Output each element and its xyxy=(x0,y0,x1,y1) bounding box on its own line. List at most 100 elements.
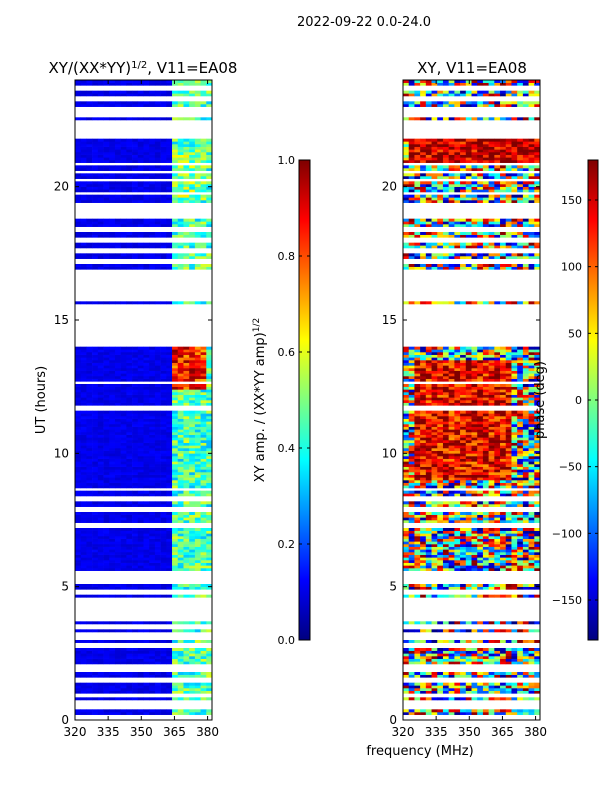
heatmap-cell xyxy=(534,512,541,515)
heatmap-cell xyxy=(505,461,512,465)
heatmap-cell xyxy=(403,658,410,662)
heatmap-cell xyxy=(137,533,144,537)
heatmap-cell xyxy=(172,674,179,678)
heatmap-cell xyxy=(183,421,190,425)
heatmap-cell xyxy=(528,672,535,675)
heatmap-cell xyxy=(465,560,472,563)
heatmap-cell xyxy=(126,512,133,515)
heatmap-cell xyxy=(75,560,82,563)
heatmap-cell xyxy=(109,416,116,419)
heatmap-cell xyxy=(80,186,87,190)
heatmap-cell xyxy=(471,674,478,678)
heatmap-cell xyxy=(200,584,207,587)
heatmap-cell xyxy=(425,456,432,459)
heatmap-cell xyxy=(194,346,201,350)
heatmap-cell xyxy=(160,530,167,534)
heatmap-cell xyxy=(137,264,144,267)
heatmap-cell xyxy=(534,434,541,438)
heatmap-cell xyxy=(109,586,116,590)
heatmap-cell xyxy=(189,448,196,451)
heatmap-cell xyxy=(534,541,541,545)
heatmap-cell xyxy=(75,656,82,659)
heatmap-cell xyxy=(160,146,167,150)
heatmap-cell xyxy=(137,370,144,374)
heatmap-cell xyxy=(126,392,133,395)
heatmap-cell xyxy=(177,264,184,267)
heatmap-cell xyxy=(177,354,184,358)
heatmap-cell xyxy=(137,424,144,427)
heatmap-cell xyxy=(166,218,173,222)
heatmap-cell xyxy=(517,466,524,470)
heatmap-cell xyxy=(143,189,150,193)
heatmap-cell xyxy=(189,688,196,691)
heatmap-cell xyxy=(189,373,196,377)
heatmap-cell xyxy=(92,440,99,443)
heatmap-cell xyxy=(189,384,196,387)
heatmap-cell xyxy=(194,688,201,691)
heatmap-cell xyxy=(494,688,501,691)
heatmap-cell xyxy=(460,549,467,553)
heatmap-cell xyxy=(183,232,190,235)
heatmap-cell xyxy=(114,138,121,142)
heatmap-cell xyxy=(488,549,495,553)
heatmap-cell xyxy=(454,517,461,521)
heatmap-cell xyxy=(126,448,133,451)
heatmap-cell xyxy=(143,674,150,678)
heatmap-cell xyxy=(143,554,150,558)
heatmap-cell xyxy=(200,621,207,625)
heatmap-cell xyxy=(154,394,161,398)
heatmap-cell xyxy=(482,456,489,459)
heatmap-cell xyxy=(103,266,110,270)
heatmap-cell xyxy=(109,181,116,185)
heatmap-cell xyxy=(92,368,99,371)
heatmap-cell xyxy=(109,160,116,163)
heatmap-cell xyxy=(488,514,495,518)
heatmap-cell xyxy=(442,464,449,467)
heatmap-cell xyxy=(97,346,104,350)
heatmap-cell xyxy=(160,392,167,395)
heatmap-cell xyxy=(460,538,467,542)
heatmap-cell xyxy=(431,512,438,515)
heatmap-cell xyxy=(471,533,478,537)
heatmap-cell xyxy=(137,546,144,550)
heatmap-cell xyxy=(408,520,415,523)
heatmap-cell xyxy=(194,424,201,427)
heatmap-cell xyxy=(534,565,541,569)
heatmap-cell xyxy=(206,557,213,561)
heatmap-cell xyxy=(482,661,489,665)
heatmap-cell xyxy=(414,560,421,563)
heatmap-cell xyxy=(465,661,472,665)
heatmap-cell xyxy=(505,656,512,659)
heatmap-cell xyxy=(505,501,512,505)
heatmap-cell xyxy=(172,117,179,121)
heatmap-cell xyxy=(80,90,87,94)
heatmap-cell xyxy=(414,546,421,550)
heatmap-cell xyxy=(477,554,484,558)
heatmap-cell xyxy=(132,242,139,246)
heatmap-cell xyxy=(92,168,99,171)
heatmap-cell xyxy=(206,440,213,443)
heatmap-cell xyxy=(114,682,121,686)
heatmap-cell xyxy=(403,552,410,555)
heatmap-cell xyxy=(460,450,467,454)
heatmap-cell xyxy=(97,376,104,379)
heatmap-cell xyxy=(194,189,201,193)
heatmap-cell xyxy=(120,370,127,374)
heatmap-cell xyxy=(194,466,201,470)
heatmap-cell xyxy=(103,477,110,481)
heatmap-cell xyxy=(103,490,110,494)
heatmap-cell xyxy=(172,410,179,414)
heatmap-cell xyxy=(183,80,190,83)
heatmap-cell xyxy=(149,456,156,459)
heatmap-cell xyxy=(437,466,444,470)
heatmap-cell xyxy=(97,690,104,694)
heatmap-cell xyxy=(194,394,201,398)
heatmap-cell xyxy=(166,266,173,270)
heatmap-cell xyxy=(482,520,489,523)
heatmap-cell xyxy=(166,362,173,366)
heatmap-cell xyxy=(448,530,455,534)
heatmap-cell xyxy=(200,232,207,235)
heatmap-cell xyxy=(80,141,87,145)
heatmap-cell xyxy=(477,640,484,643)
heatmap-cell xyxy=(132,514,139,518)
